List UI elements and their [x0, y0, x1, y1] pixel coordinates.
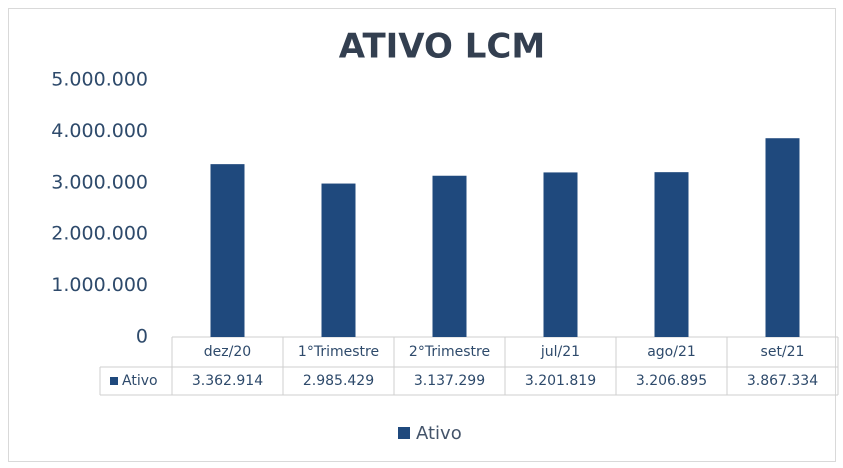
y-tick-label: 2.000.000 [51, 223, 148, 245]
bar [432, 175, 467, 337]
legend-swatch [398, 427, 410, 439]
bar [765, 138, 800, 337]
y-tick-label: 5.000.000 [51, 69, 148, 91]
x-tick-label: 2°Trimestre [409, 344, 490, 360]
bar [654, 172, 689, 337]
x-tick-label: 1°Trimestre [298, 344, 379, 360]
chart-title: ATIVO LCM [339, 27, 545, 67]
table-value: 3.201.819 [525, 373, 596, 389]
bar [321, 183, 356, 337]
table-value: 2.985.429 [303, 373, 374, 389]
chart-border [8, 8, 836, 462]
y-tick-label: 3.000.000 [51, 171, 148, 193]
bar [543, 172, 578, 337]
x-tick-label: ago/21 [647, 344, 696, 360]
y-tick-label: 1.000.000 [51, 274, 148, 296]
table-value: 3.867.334 [747, 373, 818, 389]
y-tick-label: 0 [136, 326, 148, 348]
table-value: 3.137.299 [414, 373, 485, 389]
table-series-name: Ativo [122, 373, 158, 389]
legend-swatch [110, 377, 118, 385]
bar [210, 164, 245, 337]
table-value: 3.362.914 [192, 373, 263, 389]
x-tick-label: set/21 [761, 344, 805, 360]
x-tick-label: dez/20 [204, 344, 251, 360]
x-tick-label: jul/21 [540, 344, 580, 360]
table-value: 3.206.895 [636, 373, 707, 389]
y-tick-label: 4.000.000 [51, 120, 148, 142]
legend-label: Ativo [416, 423, 462, 444]
